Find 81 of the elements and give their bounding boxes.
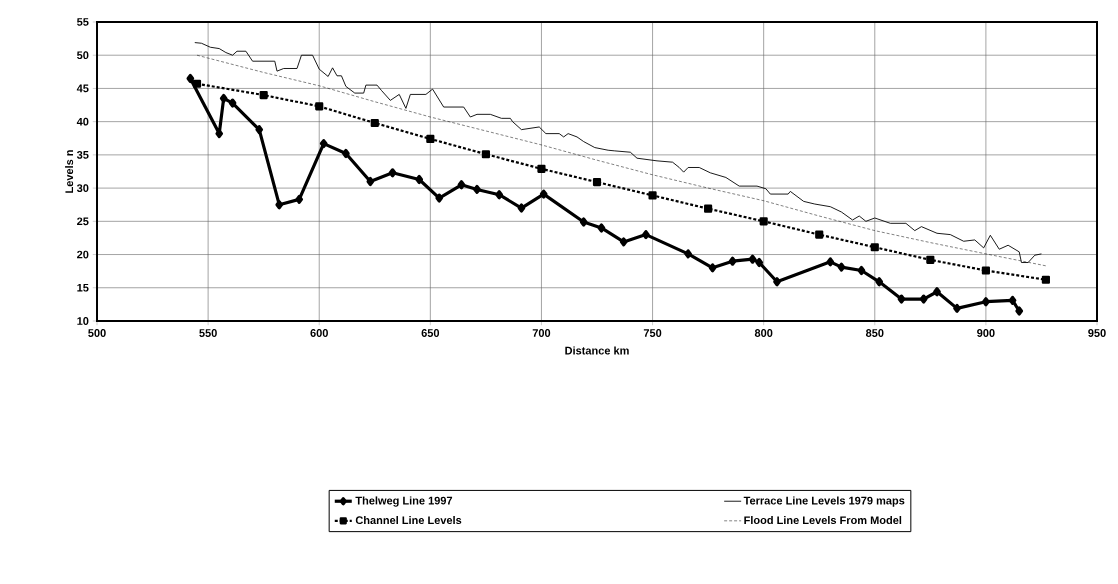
point [517, 203, 526, 213]
point [457, 180, 466, 190]
point [926, 255, 935, 264]
y-tick-label: 30 [76, 184, 89, 192]
point [435, 193, 444, 203]
point [579, 217, 588, 227]
point [1008, 295, 1017, 305]
point [315, 102, 324, 111]
point [275, 200, 284, 210]
point [319, 138, 328, 149]
point [815, 230, 824, 239]
legend-label: Terrace Line Levels 1979 maps [743, 496, 905, 507]
point [919, 294, 928, 304]
y-tick-label: 20 [77, 250, 89, 259]
point [642, 230, 650, 240]
x-tick-label: 550 [199, 329, 217, 337]
x-tick-label: 700 [532, 329, 551, 337]
point [981, 266, 990, 275]
point [186, 73, 195, 84]
point [933, 287, 941, 297]
y-tick-label: 45 [76, 84, 89, 93]
point [495, 190, 504, 200]
y-tick-label: 55 [77, 18, 89, 26]
point [875, 277, 884, 287]
point [481, 150, 490, 159]
point [228, 98, 237, 108]
point [539, 189, 548, 199]
point [619, 237, 628, 247]
y-tick-label: 40 [76, 117, 89, 126]
point [219, 93, 228, 103]
point [255, 125, 264, 135]
point [728, 256, 737, 266]
point [684, 249, 692, 259]
point [1015, 306, 1024, 316]
point [857, 265, 866, 276]
x-tick-label: 500 [88, 329, 106, 337]
point [215, 129, 224, 139]
point [648, 191, 657, 200]
point [870, 243, 879, 252]
point [473, 184, 481, 195]
point [597, 223, 606, 233]
point [1041, 275, 1050, 284]
y-tick-label: 50 [77, 51, 89, 60]
x-tick-label: 600 [310, 329, 328, 337]
point [897, 294, 906, 304]
point [592, 178, 602, 187]
point [370, 118, 379, 128]
x-tick-label: 650 [421, 329, 440, 337]
point [295, 194, 304, 204]
legend-label: Flood Line Levels From Model [744, 516, 902, 525]
point [755, 257, 764, 268]
x-tick-label: 900 [977, 329, 995, 337]
point [426, 134, 435, 144]
point [192, 79, 202, 88]
y-tick-label: 35 [76, 150, 89, 159]
point [837, 262, 846, 272]
point [259, 90, 268, 100]
point [759, 217, 768, 226]
x-axis-title: Distance km [565, 346, 629, 355]
point [953, 303, 961, 313]
point [415, 174, 424, 185]
x-tick-label: 950 [1088, 329, 1106, 337]
legend-label: Thelweg Line 1997 [355, 496, 453, 507]
point [537, 164, 546, 173]
x-tick-label: 850 [865, 329, 884, 337]
point [708, 263, 717, 273]
point [704, 204, 713, 213]
x-tick-label: 800 [754, 329, 773, 337]
legend-label: Channel Line Levels [355, 516, 462, 525]
point [748, 254, 757, 264]
y-tick-label: 25 [77, 217, 89, 226]
y-tick-label: 10 [77, 317, 89, 325]
point [826, 257, 835, 267]
point [388, 168, 397, 178]
x-tick-label: 750 [643, 329, 662, 337]
point [773, 277, 781, 287]
point [342, 148, 350, 159]
y-axis-title: Levels n [65, 150, 74, 193]
point [982, 297, 990, 307]
point [366, 176, 375, 187]
y-tick-label: 15 [77, 283, 89, 292]
